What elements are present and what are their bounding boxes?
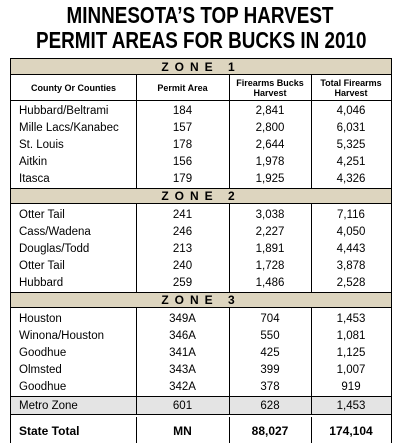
total-cell: 174,104: [329, 423, 373, 438]
table-cell: 628: [260, 399, 280, 412]
table-cell: 343A: [169, 363, 196, 376]
total-cell: State Total: [19, 423, 80, 438]
table-cell: Goodhue: [19, 346, 67, 359]
table-cell: Cass/Wadena: [19, 225, 91, 238]
table-cell: 5,325: [336, 138, 366, 151]
column-header: Total Firearms Harvest: [320, 77, 382, 98]
rule: [11, 100, 391, 101]
zone-band: ZONE 3: [11, 292, 391, 308]
table-cell: 4,326: [336, 172, 366, 185]
table-cell: 2,227: [255, 225, 285, 238]
column-header: Firearms Bucks Harvest: [236, 77, 304, 98]
table-cell: 1,081: [336, 329, 366, 342]
column-divider: [136, 75, 137, 100]
column-divider: [311, 204, 312, 295]
table-cell: 349A: [169, 312, 196, 325]
table-cell: 184: [172, 104, 193, 117]
table-cell: 1,728: [255, 259, 285, 272]
table-cell: Aitkin: [19, 155, 48, 168]
total-cell: 88,027: [251, 423, 289, 438]
table-cell: 1,925: [255, 172, 285, 185]
column-divider: [311, 417, 312, 443]
table-cell: 6,031: [336, 121, 366, 134]
table-cell: 179: [172, 172, 193, 185]
table-cell: 4,050: [336, 225, 366, 238]
table-cell: 346A: [169, 329, 196, 342]
table-cell: 4,251: [336, 155, 366, 168]
table-cell: 2,800: [255, 121, 285, 134]
table-cell: 2,528: [336, 276, 366, 289]
column-divider: [229, 75, 230, 100]
table-cell: Douglas/Todd: [19, 242, 90, 255]
table-cell: 425: [260, 346, 280, 359]
table-cell: Metro Zone: [19, 399, 78, 412]
table-cell: 601: [172, 399, 193, 412]
table-cell: Goodhue: [19, 380, 67, 393]
table-cell: 241: [172, 208, 193, 221]
table-cell: Houston: [19, 312, 62, 325]
table-cell: Hubbard: [19, 276, 64, 289]
table-cell: 240: [172, 259, 193, 272]
table-cell: 2,841: [255, 104, 285, 117]
table-cell: 704: [260, 312, 280, 325]
column-divider: [311, 308, 312, 399]
table-cell: 3,878: [336, 259, 366, 272]
table-cell: 213: [172, 242, 193, 255]
column-divider: [311, 100, 312, 191]
column-divider: [136, 308, 137, 399]
table-cell: 4,046: [336, 104, 366, 117]
table-cell: 1,453: [336, 312, 366, 325]
column-divider: [136, 396, 137, 415]
table-cell: 550: [260, 329, 280, 342]
table-cell: 246: [172, 225, 193, 238]
column-divider: [136, 100, 137, 191]
title-line: PERMIT AREAS FOR BUCKS IN 2010: [36, 27, 367, 53]
table-cell: 919: [341, 380, 361, 393]
table-cell: 1,007: [336, 363, 366, 376]
table-cell: 399: [260, 363, 280, 376]
table-cell: Otter Tail: [19, 259, 65, 272]
table-cell: Otter Tail: [19, 208, 65, 221]
title-line: MINNESOTA’S TOP HARVEST: [66, 2, 334, 28]
column-divider: [229, 100, 230, 191]
table-cell: Mille Lacs/Kanabec: [19, 121, 119, 134]
table-cell: 259: [172, 276, 193, 289]
column-divider: [136, 204, 137, 295]
table-cell: Itasca: [19, 172, 50, 185]
table-cell: 4,443: [336, 242, 366, 255]
zone-band: ZONE 2: [11, 188, 391, 204]
column-divider: [311, 75, 312, 100]
table-cell: 1,486: [255, 276, 285, 289]
table-cell: Olmsted: [19, 363, 62, 376]
table-cell: Hubbard/Beltrami: [19, 104, 109, 117]
table-cell: 1,978: [255, 155, 285, 168]
table-cell: 7,116: [337, 208, 365, 221]
table-cell: 157: [172, 121, 193, 134]
metro-row: [11, 396, 391, 415]
column-divider: [136, 417, 137, 443]
column-header: County Or Counties: [31, 82, 116, 93]
table-cell: St. Louis: [19, 138, 64, 151]
zone-band: ZONE 1: [11, 59, 391, 75]
column-divider: [229, 396, 230, 415]
table: ZONE 1 County Or Counties Permit Area Firea…: [10, 58, 392, 443]
table-cell: 1,125: [336, 346, 366, 359]
table-cell: 156: [172, 155, 193, 168]
column-header: Permit Area: [157, 82, 208, 93]
column-divider: [229, 417, 230, 443]
column-divider: [229, 308, 230, 399]
table-cell: Winona/Houston: [19, 329, 105, 342]
table-cell: 1,453: [336, 399, 366, 412]
column-divider: [229, 204, 230, 295]
column-divider: [311, 396, 312, 415]
total-cell: MN: [173, 423, 192, 438]
table-cell: 342A: [169, 380, 196, 393]
table-cell: 2,644: [255, 138, 285, 151]
table-cell: 341A: [169, 346, 196, 359]
table-cell: 3,038: [255, 208, 285, 221]
table-cell: 378: [260, 380, 280, 393]
table-cell: 178: [172, 138, 193, 151]
table-cell: 1,891: [255, 242, 285, 255]
